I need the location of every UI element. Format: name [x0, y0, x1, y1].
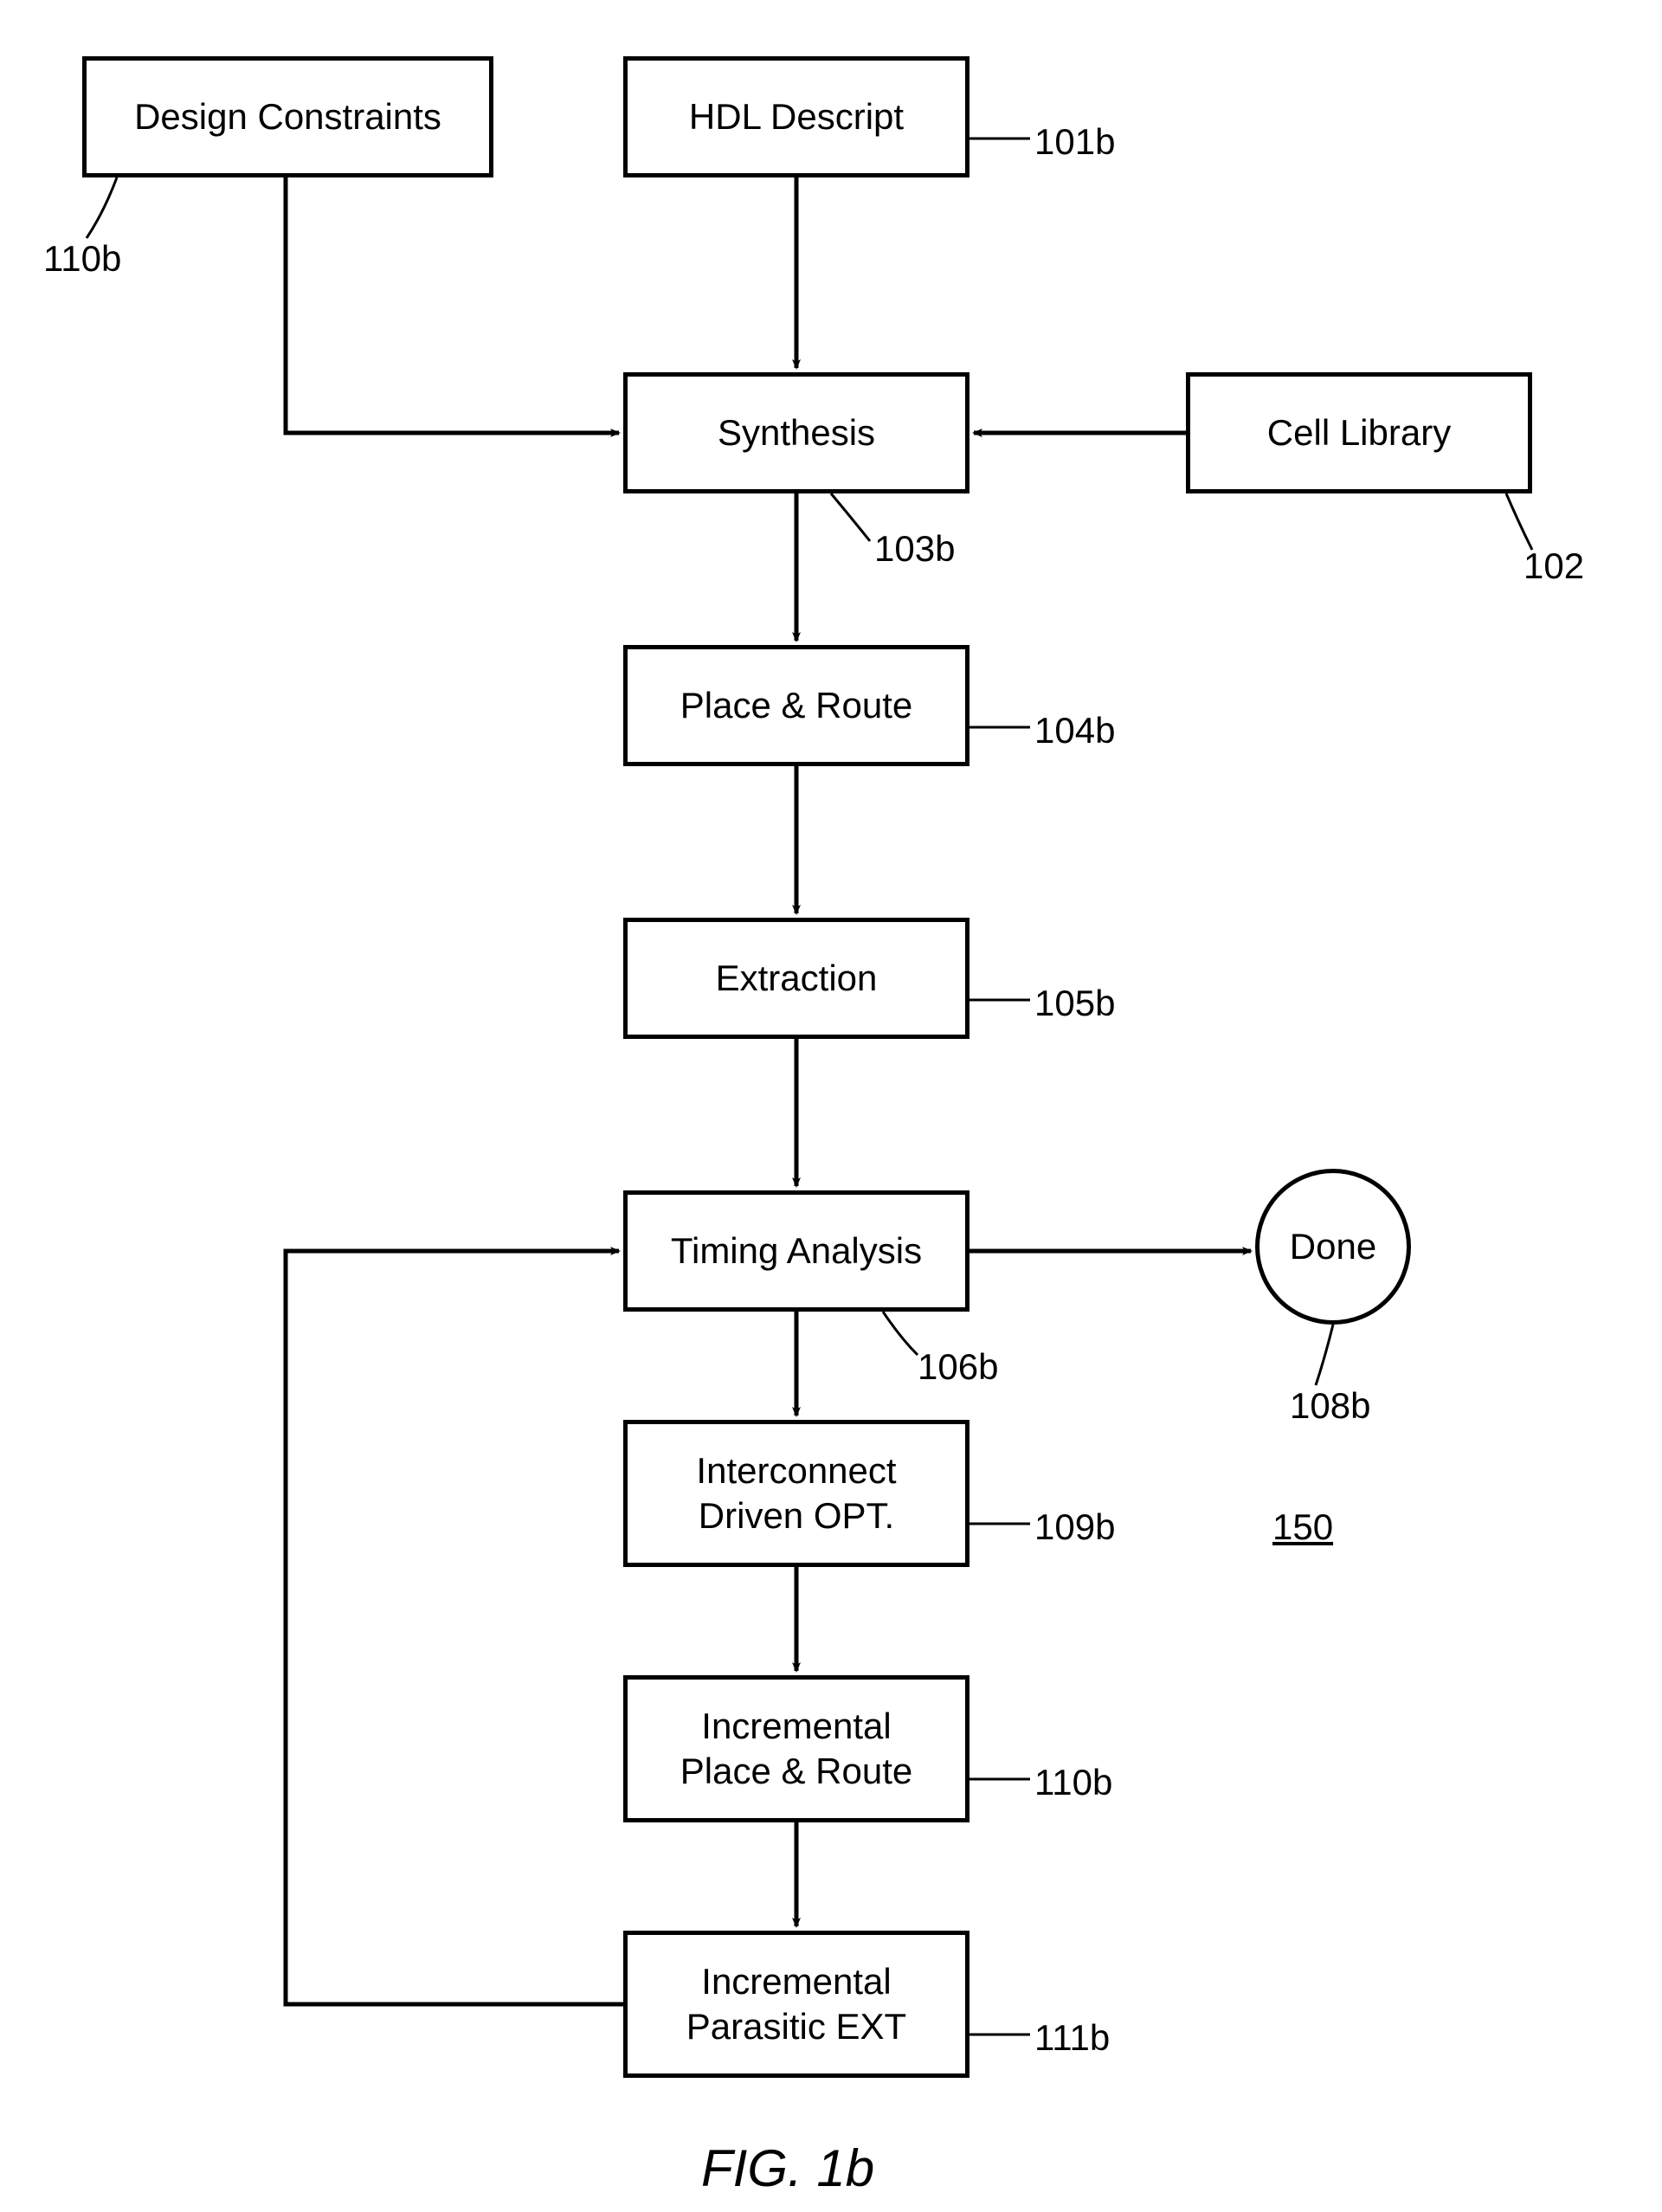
box-extraction: Extraction	[623, 918, 970, 1039]
box-design-constraints: Design Constraints	[82, 56, 493, 177]
box-label: Design Constraints	[134, 94, 441, 140]
ref-inc-parasitic-ext: 111b	[1034, 2017, 1110, 2059]
ref-inc-place-route: 110b	[1034, 1762, 1112, 1803]
figref-150: 150	[1272, 1506, 1333, 1548]
ref-design-constraints: 110b	[43, 238, 121, 280]
box-label: Interconnect Driven OPT.	[696, 1448, 896, 1539]
box-cell-library: Cell Library	[1186, 372, 1532, 493]
ref-synthesis: 103b	[874, 528, 955, 570]
box-hdl-descript: HDL Descript	[623, 56, 970, 177]
ref-interconnect-opt: 109b	[1034, 1506, 1115, 1548]
flow-arrows	[0, 0, 1662, 2212]
box-label: Timing Analysis	[671, 1229, 922, 1274]
box-label: Incremental Parasitic EXT	[686, 1959, 906, 2050]
box-interconnect-opt: Interconnect Driven OPT.	[623, 1420, 970, 1567]
box-label: Incremental Place & Route	[680, 1704, 913, 1795]
box-label: Extraction	[716, 956, 878, 1002]
box-label: Synthesis	[718, 410, 875, 456]
done-circle: Done	[1255, 1169, 1411, 1325]
ref-cell-library: 102	[1524, 545, 1584, 587]
ref-place-route: 104b	[1034, 710, 1115, 751]
done-label: Done	[1290, 1226, 1376, 1267]
box-inc-parasitic-ext: Incremental Parasitic EXT	[623, 1931, 970, 2078]
box-label: Cell Library	[1267, 410, 1451, 456]
box-place-route: Place & Route	[623, 645, 970, 766]
box-label: Place & Route	[680, 683, 913, 729]
box-inc-place-route: Incremental Place & Route	[623, 1675, 970, 1822]
ref-extraction: 105b	[1034, 983, 1115, 1024]
box-synthesis: Synthesis	[623, 372, 970, 493]
ref-timing-analysis: 106b	[918, 1346, 998, 1388]
box-timing-analysis: Timing Analysis	[623, 1190, 970, 1312]
box-label: HDL Descript	[689, 94, 904, 140]
figure-caption: FIG. 1b	[701, 2138, 874, 2198]
ref-hdl-descript: 101b	[1034, 121, 1115, 163]
ref-done: 108b	[1290, 1385, 1370, 1427]
